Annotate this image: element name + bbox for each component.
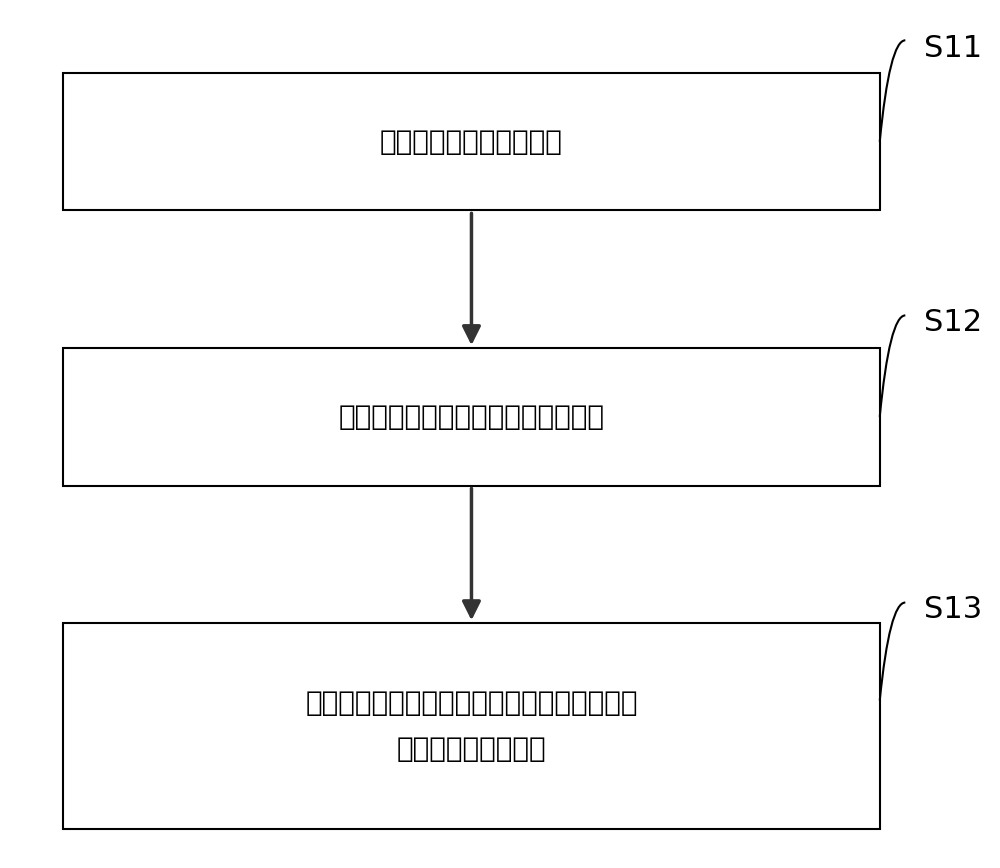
Text: S11: S11 — [924, 34, 982, 63]
Bar — [63, 73, 880, 210]
Text: S13: S13 — [924, 595, 982, 624]
Text: 获取所述车辆的行驶速度: 获取所述车辆的行驶速度 — [380, 128, 563, 155]
Bar — [63, 348, 880, 485]
Text: 判断所述行驶速度是否超过速度阈值: 判断所述行驶速度是否超过速度阈值 — [338, 403, 604, 431]
Text: 当所述行驶速度超过所述速度阈值时，判断所
述车辆处于行驶状态: 当所述行驶速度超过所述速度阈值时，判断所 述车辆处于行驶状态 — [305, 689, 638, 763]
Text: S12: S12 — [924, 307, 982, 337]
Bar — [63, 623, 880, 830]
